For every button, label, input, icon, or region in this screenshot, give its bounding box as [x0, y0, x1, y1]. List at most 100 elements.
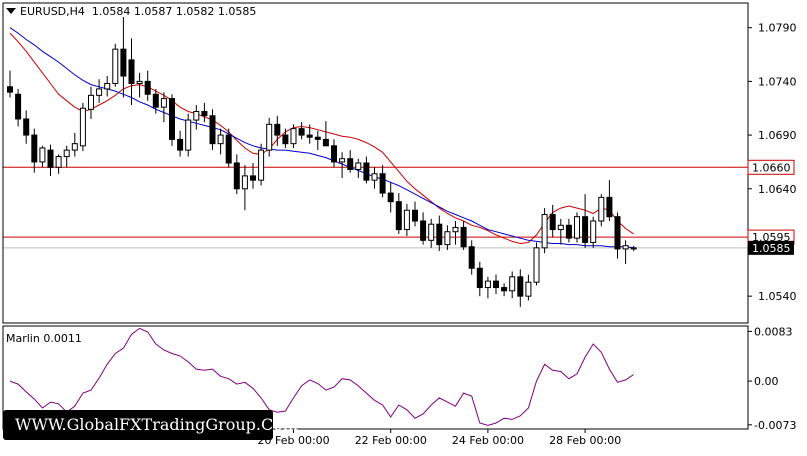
- candle-body: [347, 158, 354, 170]
- candle: [395, 193, 402, 234]
- candle-body: [371, 173, 378, 181]
- candle: [55, 154, 62, 174]
- candle-body: [128, 59, 135, 85]
- candle: [63, 145, 70, 168]
- candle: [484, 276, 491, 299]
- dropdown-triangle-icon[interactable]: [6, 8, 16, 14]
- candle: [201, 102, 208, 123]
- candle: [298, 122, 305, 140]
- candle-body: [622, 245, 629, 250]
- candle-body: [314, 136, 321, 140]
- candle: [590, 216, 597, 248]
- candle-body: [79, 107, 86, 147]
- candle: [258, 143, 265, 186]
- current-price-label: 1.0585: [752, 242, 791, 255]
- candle-body: [39, 147, 46, 163]
- candle-body: [468, 246, 475, 269]
- y-tick-label: 1.0740: [758, 75, 797, 88]
- candle-body: [436, 223, 443, 246]
- level-price-tag: [747, 159, 795, 175]
- symbol-label: EURUSD,H4: [20, 5, 85, 18]
- candle: [428, 218, 435, 248]
- candle: [630, 245, 637, 252]
- candle: [290, 124, 297, 148]
- candle-body: [185, 119, 192, 151]
- candle: [177, 130, 184, 157]
- candle: [79, 102, 86, 152]
- candle-body: [598, 196, 605, 222]
- candle-body: [225, 134, 232, 164]
- blue-moving-average-line: [9, 27, 634, 249]
- candle-body: [290, 128, 297, 145]
- x-tick-label: 20 Feb 00:00: [258, 434, 330, 447]
- candle: [525, 274, 532, 301]
- candle: [444, 225, 451, 250]
- candle-body: [582, 216, 589, 243]
- candle-body: [484, 280, 491, 289]
- red-moving-average-line: [9, 32, 634, 245]
- candle-body: [395, 201, 402, 231]
- candle-body: [525, 281, 532, 297]
- ohlc-values: 1.0584 1.0587 1.0582 1.0585: [91, 5, 257, 18]
- candle-body: [31, 134, 38, 163]
- candle: [7, 70, 13, 98]
- candle-body: [7, 86, 13, 93]
- candle: [452, 220, 459, 245]
- candle: [217, 128, 224, 155]
- candle-body: [420, 220, 427, 241]
- candle: [436, 215, 443, 252]
- candle-body: [355, 162, 362, 170]
- candle: [322, 121, 329, 147]
- candle-body: [493, 280, 499, 289]
- candle: [493, 274, 499, 295]
- candle-body: [258, 149, 265, 181]
- candle: [282, 128, 289, 148]
- candle: [250, 163, 256, 189]
- candle-body: [160, 98, 167, 108]
- candle: [144, 70, 151, 101]
- candle: [533, 242, 540, 286]
- candle: [185, 113, 192, 157]
- symbol-header: EURUSD,H4 1.0584 1.0587 1.0582 1.0585: [6, 5, 256, 18]
- candle-body: [217, 134, 224, 145]
- candle: [371, 167, 378, 189]
- candle-body: [241, 175, 248, 190]
- level-price-label: 1.0660: [752, 161, 791, 174]
- candle: [128, 38, 135, 106]
- candle-body: [177, 138, 184, 151]
- candle: [339, 152, 346, 179]
- y-tick-label: 1.0540: [758, 290, 797, 303]
- osc-y-tick-label: 0.0083: [754, 325, 793, 338]
- y-tick-label: 1.0640: [758, 183, 797, 196]
- candle: [209, 109, 216, 151]
- candle: [347, 150, 354, 173]
- candle: [23, 110, 30, 144]
- candle-body: [517, 276, 524, 297]
- candle: [622, 240, 629, 264]
- candle: [266, 117, 273, 157]
- candle: [598, 194, 605, 227]
- candle-body: [23, 118, 30, 136]
- candle-body: [274, 123, 281, 136]
- candle: [517, 269, 524, 307]
- candle-body: [565, 224, 572, 239]
- candle-body: [322, 138, 329, 147]
- candle-body: [557, 224, 564, 231]
- candle: [403, 203, 410, 237]
- candle-body: [574, 216, 580, 239]
- candle-body: [169, 98, 175, 140]
- candle-body: [306, 134, 313, 138]
- candle: [274, 115, 281, 146]
- candle: [314, 130, 321, 151]
- candle-body: [476, 267, 483, 289]
- candle: [582, 194, 589, 248]
- candle: [136, 72, 143, 98]
- candle-body: [201, 110, 208, 117]
- candle-body: [339, 158, 346, 163]
- candle-body: [614, 216, 621, 250]
- candle: [120, 16, 127, 98]
- candle: [565, 218, 572, 243]
- candle-body: [549, 214, 556, 231]
- candle-body: [15, 93, 22, 120]
